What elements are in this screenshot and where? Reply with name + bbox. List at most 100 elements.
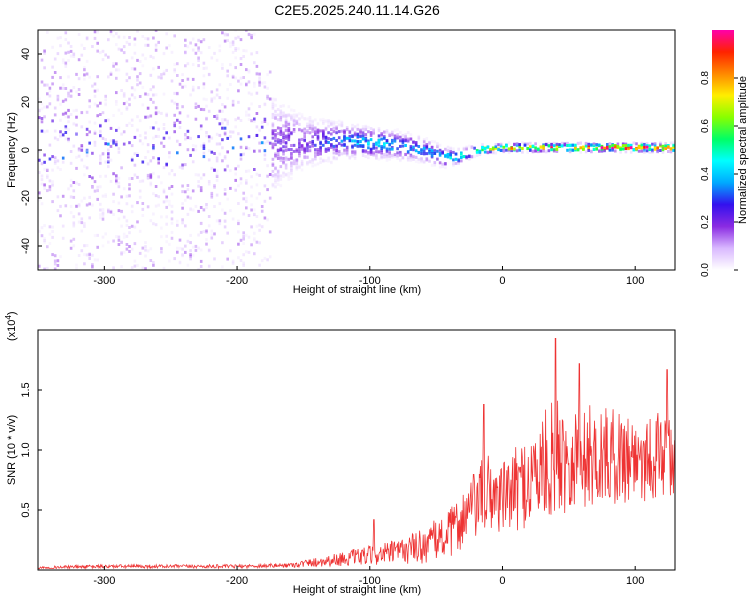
heatmap-cell — [138, 60, 142, 63]
heatmap-cell — [353, 131, 357, 135]
heatmap-cell — [218, 44, 222, 48]
heatmap-cell — [173, 91, 176, 95]
heatmap-cell — [237, 89, 240, 93]
heatmap-cell — [295, 158, 299, 162]
heatmap-cell — [579, 141, 582, 145]
heatmap-cell — [176, 74, 179, 77]
heatmap-cell — [284, 113, 288, 117]
heatmap-cell — [409, 148, 413, 151]
heatmap-cell — [122, 51, 126, 55]
heatmap-cell — [115, 62, 118, 66]
heatmap-cell — [115, 143, 118, 147]
heatmap-cell — [229, 186, 232, 190]
heatmap-cell — [234, 188, 237, 192]
heatmap-cell — [80, 111, 84, 115]
heatmap-cell — [157, 65, 160, 69]
heatmap-cell — [507, 147, 511, 151]
heatmap-cell — [422, 152, 426, 156]
heatmap-cell — [290, 154, 293, 158]
heatmap-cell — [314, 118, 317, 122]
heatmap-cell — [491, 146, 495, 150]
heatmap-cell — [186, 188, 190, 191]
heatmap-cell — [117, 176, 121, 180]
heatmap-cell — [75, 123, 78, 127]
heatmap-cell — [221, 103, 224, 106]
heatmap-cell — [669, 150, 673, 154]
heatmap-cell — [319, 152, 322, 156]
heatmap-cell — [202, 97, 206, 101]
heatmap-cell — [194, 204, 198, 208]
heatmap-cell — [112, 192, 115, 196]
heatmap-cell — [311, 144, 314, 148]
heatmap-cell — [375, 153, 378, 157]
heatmap-cell — [290, 161, 293, 165]
heatmap-cell — [284, 141, 288, 145]
heatmap-cell — [383, 155, 386, 159]
heatmap-cell — [497, 143, 500, 147]
heatmap-cell — [170, 192, 174, 196]
heatmap-cell — [56, 98, 60, 102]
heatmap-cell — [276, 126, 280, 130]
heatmap-cell — [128, 141, 131, 145]
heatmap-cell — [133, 152, 137, 156]
heatmap-cell — [576, 142, 580, 145]
heatmap-cell — [218, 152, 222, 156]
heatmap-cell — [306, 129, 309, 133]
heatmap-cell — [237, 79, 240, 83]
heatmap-cell — [154, 43, 158, 47]
heatmap-cell — [311, 139, 314, 143]
heatmap-cell — [186, 195, 190, 199]
heatmap-cell — [115, 68, 118, 72]
heatmap-cell — [202, 208, 206, 212]
heatmap-cell — [345, 145, 349, 149]
heatmap-cell — [176, 102, 179, 106]
heatmap-cell — [260, 209, 264, 213]
heatmap-cell — [475, 153, 479, 157]
heatmap-cell — [133, 259, 137, 263]
heatmap-cell — [239, 157, 243, 161]
heatmap-cell — [590, 143, 593, 147]
heatmap-cell — [468, 157, 471, 161]
heatmap-cell — [332, 122, 336, 126]
heatmap-cell — [226, 96, 229, 100]
heatmap-cell — [149, 126, 153, 130]
heatmap-cell — [117, 185, 121, 189]
heatmap-cell — [287, 148, 291, 152]
heatmap-cell — [237, 47, 240, 51]
heatmap-cell — [258, 128, 261, 132]
heatmap-cell — [510, 146, 513, 150]
heatmap-cell — [213, 96, 216, 100]
heatmap-cell — [53, 267, 57, 270]
heatmap-cell — [263, 157, 267, 161]
heatmap-cell — [279, 118, 283, 122]
heatmap-cell — [88, 99, 91, 103]
heatmap-cell — [173, 257, 176, 261]
heatmap-cell — [69, 49, 73, 53]
heatmap-cell — [417, 135, 421, 139]
heatmap-cell — [574, 145, 577, 149]
heatmap-cell — [104, 160, 107, 164]
heatmap-cell — [218, 142, 222, 146]
heatmap-cell — [80, 145, 84, 149]
heatmap-cell — [438, 143, 442, 147]
heatmap-cell — [117, 150, 121, 154]
heatmap-cell — [659, 142, 662, 146]
heatmap-cell — [130, 266, 134, 270]
heatmap-cell — [337, 142, 341, 146]
heatmap-cell — [120, 89, 123, 92]
heatmap-cell — [72, 144, 76, 148]
heatmap-cell — [152, 148, 155, 152]
heatmap-cell — [425, 157, 429, 161]
heatmap-cell — [128, 36, 131, 39]
heatmap-cell — [223, 188, 227, 191]
heatmap-cell — [184, 137, 187, 141]
heatmap-cell — [637, 146, 641, 149]
heatmap-cell — [372, 131, 375, 135]
heatmap-cell — [367, 139, 370, 143]
heatmap-cell — [470, 145, 474, 148]
heatmap-cell — [478, 152, 482, 156]
heatmap-cell — [141, 53, 145, 57]
heatmap-cell — [584, 150, 588, 154]
heatmap-cell — [128, 250, 131, 253]
